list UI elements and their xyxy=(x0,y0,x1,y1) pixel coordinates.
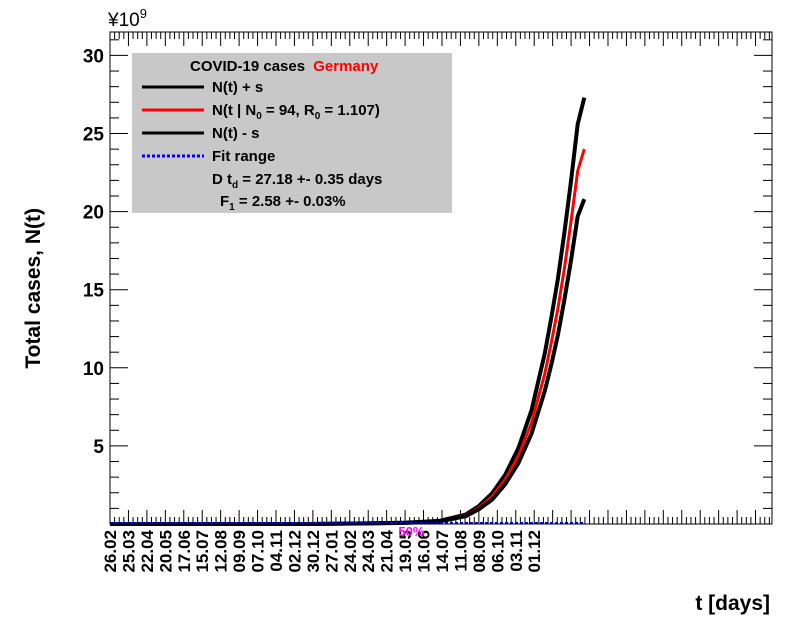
legend-entry-fit-range: Fit range xyxy=(212,148,275,165)
x-tick-label: 21.04 xyxy=(378,529,397,572)
plot-frame xyxy=(109,31,773,525)
legend: COVID-19 cases Germany N(t) + s N(t | N0… xyxy=(132,53,452,213)
legend-title: COVID-19 cases Germany xyxy=(190,58,379,75)
x-tick-label: 09.09 xyxy=(230,530,249,573)
x-tick-labels: 26.02 25.03 22.04 20.05 17.06 15.07 12.08 09.09… xyxy=(101,529,544,572)
legend-entry-upper: N(t) + s xyxy=(212,79,263,96)
y-tick-label: 5 xyxy=(93,437,104,458)
y-tick-label: 15 xyxy=(83,281,105,302)
x-tick-label: 01.12 xyxy=(525,530,544,573)
x-tick-label: 24.03 xyxy=(359,530,378,573)
x-tick-label: 08.09 xyxy=(470,530,489,573)
x-tick-label: 17.06 xyxy=(175,530,194,573)
x-tick-label: 30.12 xyxy=(304,530,323,573)
legend-entry-lower: N(t) - s xyxy=(212,125,260,142)
x-tick-label: 02.12 xyxy=(285,530,304,573)
half-marker-label: 50% xyxy=(398,524,424,539)
y-tick-label: 20 xyxy=(83,203,104,224)
x-tick-label: 04.11 xyxy=(267,530,286,572)
x-tick-label: 26.02 xyxy=(101,530,120,573)
x-tick-label: 06.10 xyxy=(488,530,507,573)
x-tick-label: 07.10 xyxy=(249,530,268,573)
y-multiplier-exponent: 9 xyxy=(140,6,147,21)
x-tick-label: 22.04 xyxy=(138,529,157,572)
x-tick-label: 12.08 xyxy=(212,530,231,573)
x-axis-title: t [days] xyxy=(695,592,770,615)
x-tick-label: 03.11 xyxy=(507,530,526,572)
y-tick-label: 30 xyxy=(83,46,104,67)
legend-doubling-time: D td = 27.18 +- 0.35 days xyxy=(212,171,382,191)
legend-entry-fit: N(t | N0 = 94, R0 = 1.107) xyxy=(212,102,380,122)
legend-f1: F1 = 2.58 +- 0.03% xyxy=(220,193,346,213)
y-tick-label: 25 xyxy=(83,125,105,146)
x-tick-label: 14.07 xyxy=(433,530,452,573)
x-tick-label: 25.03 xyxy=(119,530,138,573)
x-tick-label: 11.08 xyxy=(451,530,470,572)
y-axis-title: Total cases, N(t) xyxy=(22,208,45,369)
x-tick-label: 19.05 xyxy=(396,530,415,573)
legend-country: Germany xyxy=(313,58,379,75)
x-tick-label: 27.01 xyxy=(322,530,341,573)
y-tick-labels: 5 10 15 20 25 30 xyxy=(83,46,105,457)
x-tick-label: 24.02 xyxy=(341,530,360,573)
x-tick-label: 16.06 xyxy=(415,530,434,573)
x-tick-label: 15.07 xyxy=(193,530,212,573)
x-tick-label: 20.05 xyxy=(156,530,175,573)
y-tick-label: 10 xyxy=(83,359,104,380)
y-multiplier: ¥109 xyxy=(107,6,147,31)
